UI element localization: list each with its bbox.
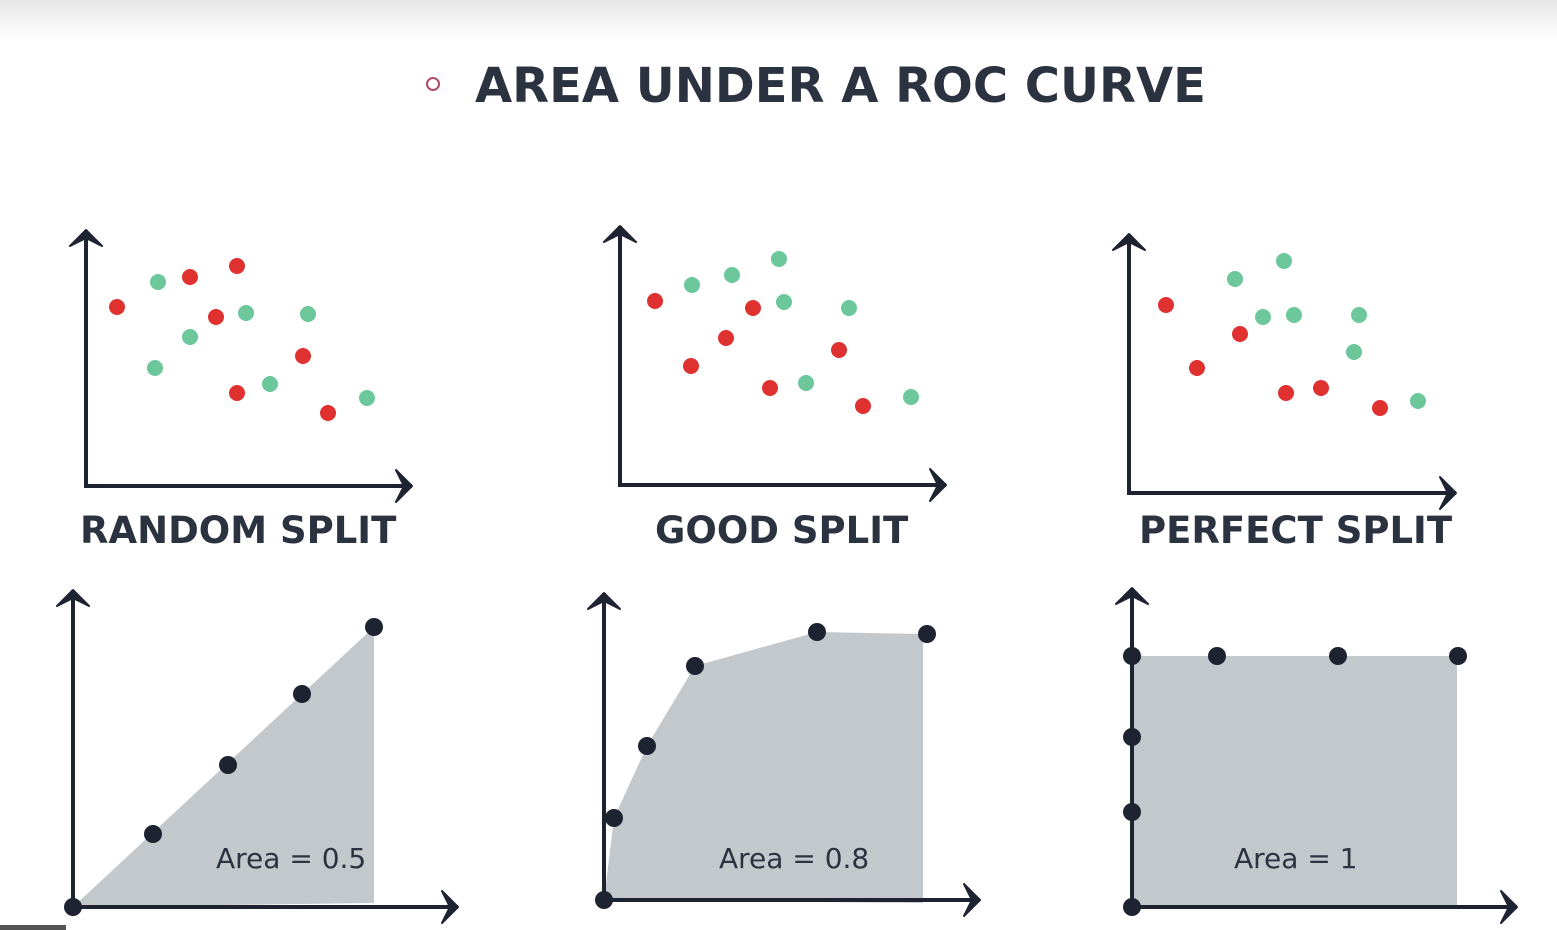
red-dot — [1313, 380, 1329, 396]
roc-point — [1329, 647, 1347, 665]
red-dot — [855, 398, 871, 414]
red-dot — [1158, 297, 1174, 313]
green-dot — [776, 294, 792, 310]
green-dot — [150, 274, 166, 290]
red-dot — [1372, 400, 1388, 416]
axis-arrow — [1112, 233, 1146, 251]
green-dot — [1346, 344, 1362, 360]
roc-area — [1132, 656, 1457, 907]
axis-arrow — [603, 225, 637, 243]
axis-arrow — [1500, 890, 1518, 924]
roc-point — [144, 825, 162, 843]
axis — [1127, 234, 1456, 495]
green-dot — [724, 267, 740, 283]
axis-arrow — [441, 890, 459, 924]
split-label: PERFECT SPLIT — [1139, 509, 1453, 552]
roc-area — [604, 632, 923, 903]
red-dot — [182, 269, 198, 285]
roc-point — [219, 756, 237, 774]
red-dot — [229, 258, 245, 274]
split-label: GOOD SPLIT — [655, 509, 909, 552]
green-dot — [182, 329, 198, 345]
axis-arrow — [56, 589, 90, 607]
roc-point — [1449, 647, 1467, 665]
red-dot — [683, 358, 699, 374]
top-shade — [0, 0, 1557, 40]
red-dot — [208, 309, 224, 325]
axis-arrow — [395, 469, 413, 503]
red-dot — [1232, 326, 1248, 342]
axis-arrow — [69, 229, 103, 247]
green-dot — [771, 251, 787, 267]
green-dot — [147, 360, 163, 376]
roc-point — [1123, 898, 1141, 916]
roc-point — [1123, 647, 1141, 665]
green-dot — [841, 300, 857, 316]
roc-point — [1123, 728, 1141, 746]
roc-point — [595, 891, 613, 909]
area-label: Area = 0.5 — [216, 842, 366, 875]
red-dot — [762, 380, 778, 396]
green-dot — [238, 305, 254, 321]
red-dot — [1189, 360, 1205, 376]
red-dot — [229, 385, 245, 401]
red-dot — [647, 293, 663, 309]
green-dot — [1410, 393, 1426, 409]
green-dot — [262, 376, 278, 392]
green-dot — [1286, 307, 1302, 323]
axis — [84, 230, 412, 488]
green-dot — [359, 390, 375, 406]
roc-point — [64, 898, 82, 916]
red-dot — [745, 300, 761, 316]
roc-point — [808, 623, 826, 641]
green-dot — [684, 277, 700, 293]
slide-title: AREA UNDER A ROC CURVE — [475, 58, 1206, 114]
green-dot — [1351, 307, 1367, 323]
roc-point — [1208, 647, 1226, 665]
area-label: Area = 0.8 — [719, 842, 869, 875]
red-dot — [320, 405, 336, 421]
title-bullet — [426, 77, 440, 91]
red-dot — [1278, 385, 1294, 401]
green-dot — [300, 306, 316, 322]
green-dot — [1227, 271, 1243, 287]
roc-point — [365, 618, 383, 636]
red-dot — [718, 330, 734, 346]
red-dot — [295, 348, 311, 364]
area-label: Area = 1 — [1234, 842, 1358, 875]
green-dot — [1276, 253, 1292, 269]
roc-point — [1123, 803, 1141, 821]
roc-point — [605, 809, 623, 827]
red-dot — [109, 299, 125, 315]
green-dot — [1255, 309, 1271, 325]
roc-point — [638, 737, 656, 755]
roc-point — [686, 657, 704, 675]
roc-point — [293, 685, 311, 703]
axis-arrow — [929, 468, 947, 502]
axis-arrow — [1115, 587, 1149, 605]
axis-arrow — [587, 592, 621, 610]
axis-arrow — [963, 883, 981, 917]
green-dot — [798, 375, 814, 391]
red-dot — [831, 342, 847, 358]
roc-point — [918, 625, 936, 643]
split-label: RANDOM SPLIT — [80, 509, 397, 552]
axis-arrow — [1439, 476, 1457, 510]
axis — [618, 226, 946, 487]
corner-bar — [0, 925, 66, 930]
green-dot — [903, 389, 919, 405]
